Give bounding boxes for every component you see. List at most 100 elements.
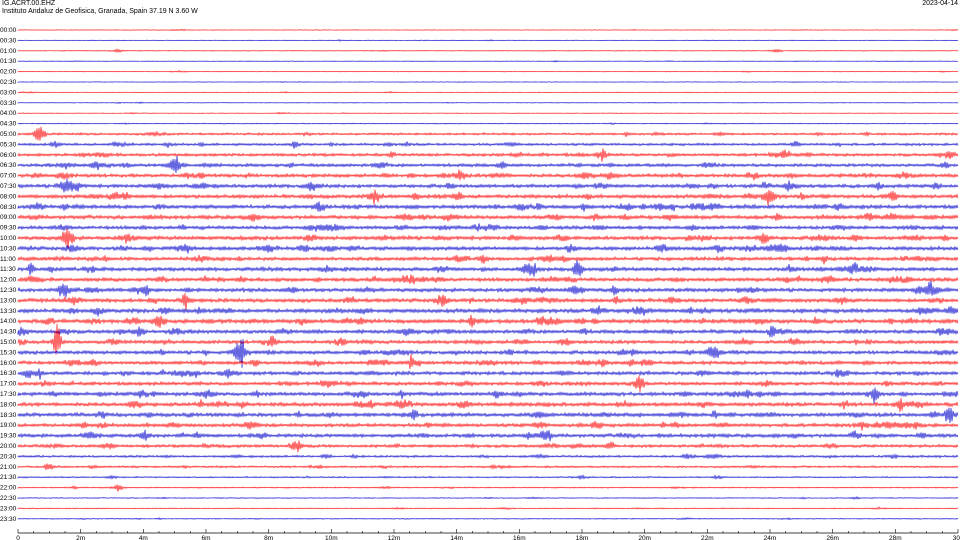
x-tick-label: 14m (450, 535, 463, 540)
trace-row-0300 (17, 90, 959, 94)
row-label-1330: 13:30 (0, 308, 17, 315)
row-label-1030: 10:30 (0, 245, 17, 252)
row-label-2330: 23:30 (0, 516, 17, 523)
row-label-0600: 06:00 (0, 152, 17, 159)
trace-row-0700 (17, 169, 959, 181)
trace-row-1630 (17, 368, 959, 380)
x-tick-label: 8m (264, 535, 273, 540)
row-label-2000: 20:00 (0, 443, 17, 450)
trace-row-1530 (17, 339, 959, 368)
row-label-0700: 07:00 (0, 173, 17, 180)
row-label-group: 00:00 00:30 01:00 01:30 02:00 02:30 03:00 03:30… (0, 27, 17, 523)
trace-row-0200 (17, 69, 959, 73)
trace-row-0630 (17, 155, 959, 174)
row-label-0400: 04:00 (0, 110, 17, 117)
trace-row-0930 (17, 223, 959, 232)
trace-row-1330 (17, 305, 959, 317)
trace-row-1400 (17, 314, 959, 329)
x-tick-label: 22m (701, 535, 714, 540)
row-label-1430: 14:30 (0, 329, 17, 336)
row-label-2300: 23:00 (0, 505, 17, 512)
row-label-2230: 22:30 (0, 495, 17, 502)
x-tick-label: 24m (764, 535, 777, 540)
row-label-0900: 09:00 (0, 214, 17, 221)
trace-row-1430 (17, 325, 959, 338)
trace-row-1100 (17, 254, 959, 265)
trace-row-1600 (17, 354, 959, 370)
trace-row-1500 (17, 323, 959, 355)
row-label-0830: 08:30 (0, 204, 17, 211)
trace-row-1830 (17, 407, 959, 423)
row-label-0500: 05:00 (0, 131, 17, 138)
row-label-2130: 21:30 (0, 474, 17, 481)
trace-row-0230 (17, 81, 959, 84)
trace-row-2130 (17, 474, 959, 481)
trace-row-1030 (17, 243, 959, 254)
x-tick-label: 28m (889, 535, 902, 540)
trace-row-1700 (17, 375, 959, 392)
row-label-0230: 02:30 (0, 79, 17, 86)
row-label-1300: 13:00 (0, 297, 17, 304)
trace-row-1000 (17, 228, 959, 250)
row-label-1100: 11:00 (0, 256, 16, 263)
x-tick-label: 20m (638, 535, 651, 540)
x-tick-label: 16m (513, 535, 526, 540)
x-tick-label: 26m (826, 535, 839, 540)
row-label-0800: 08:00 (0, 193, 17, 200)
trace-row-1900 (17, 420, 959, 431)
row-label-1930: 19:30 (0, 433, 17, 440)
row-label-1830: 18:30 (0, 412, 17, 419)
row-label-2100: 21:00 (0, 464, 17, 471)
trace-row-0600 (17, 148, 959, 162)
trace-row-0400 (17, 111, 959, 115)
trace-row-1130 (17, 259, 959, 277)
x-tick-label: 4m (139, 535, 148, 540)
x-tick-label: 12m (388, 535, 401, 540)
row-label-0200: 02:00 (0, 69, 17, 76)
x-tick-label: 30 (953, 535, 960, 540)
trace-row-0500 (17, 126, 959, 141)
row-label-1400: 14:00 (0, 318, 17, 325)
row-label-1200: 12:00 (0, 277, 17, 284)
row-label-1900: 19:00 (0, 422, 17, 429)
station-institution: Instituto Andaluz de Geofisica, Granada,… (2, 8, 198, 15)
trace-row-2330 (17, 517, 959, 521)
row-label-0100: 01:00 (0, 48, 17, 55)
trace-row-1300 (17, 293, 959, 311)
x-tick-label: 6m (201, 535, 210, 540)
trace-row-1800 (17, 397, 959, 413)
row-label-0330: 03:30 (0, 100, 17, 107)
row-label-2200: 22:00 (0, 485, 17, 492)
row-label-0030: 00:30 (0, 37, 17, 44)
row-label-0130: 01:30 (0, 58, 17, 65)
row-label-0530: 05:30 (0, 141, 17, 148)
row-label-0000: 00:00 (0, 27, 17, 34)
x-tick-label: 18m (576, 535, 589, 540)
row-label-1730: 17:30 (0, 391, 17, 398)
row-label-2030: 20:30 (0, 453, 17, 460)
x-tick-label: 10m (325, 535, 338, 540)
row-label-1530: 15:30 (0, 349, 17, 356)
trace-group (17, 28, 959, 521)
trace-row-2200 (17, 484, 959, 492)
row-label-1500: 15:00 (0, 339, 17, 346)
trace-row-0800 (17, 189, 959, 206)
row-label-0930: 09:30 (0, 225, 17, 232)
trace-row-0530 (17, 140, 959, 149)
plot-date: 2023-04-14 (922, 0, 958, 7)
row-label-0300: 03:00 (0, 89, 17, 96)
row-label-0430: 04:30 (0, 121, 17, 128)
trace-row-1730 (17, 387, 959, 404)
trace-row-0430 (17, 122, 959, 126)
row-label-1600: 16:00 (0, 360, 17, 367)
trace-row-2300 (17, 506, 959, 510)
row-label-0730: 07:30 (0, 183, 17, 190)
row-label-0630: 06:30 (0, 162, 17, 169)
row-label-1230: 12:30 (0, 287, 17, 294)
trace-row-1200 (17, 274, 959, 285)
trace-row-0330 (17, 101, 959, 105)
x-tick-label: 0 (16, 535, 20, 540)
row-label-1700: 17:00 (0, 381, 17, 388)
trace-row-0830 (17, 201, 959, 212)
